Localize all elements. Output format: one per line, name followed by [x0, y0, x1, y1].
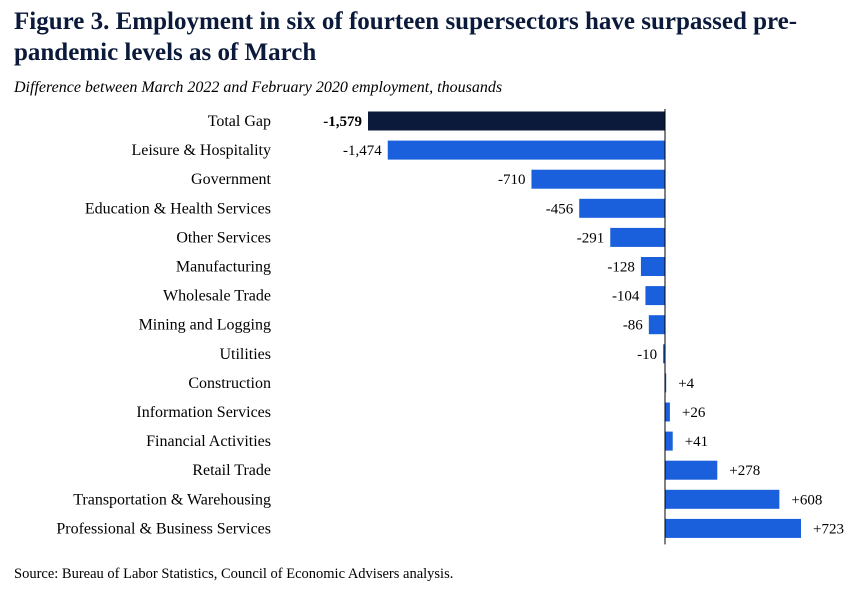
data-label: +41	[685, 434, 708, 450]
bar	[610, 227, 665, 247]
category-label: Utilities	[219, 346, 271, 363]
category-label: Education & Health Services	[85, 200, 271, 217]
category-label: Wholesale Trade	[163, 288, 271, 305]
data-label: +4	[678, 376, 694, 392]
category-label: Financial Activities	[146, 433, 271, 450]
data-label: +723	[813, 521, 844, 537]
data-label: +608	[791, 492, 822, 508]
bar	[665, 460, 718, 480]
data-label: -1,474	[343, 143, 382, 159]
category-label: Total Gap	[208, 113, 271, 130]
bar	[663, 344, 665, 364]
bar	[648, 315, 665, 335]
category-label: Professional & Business Services	[56, 520, 271, 537]
source-note: Source: Bureau of Labor Statistics, Coun…	[14, 566, 454, 582]
chart-title: Figure 3. Employment in six of fourteen …	[14, 8, 798, 66]
chart-subtitle: Difference between March 2022 and Februa…	[14, 79, 503, 96]
category-label: Manufacturing	[176, 259, 271, 276]
bar	[665, 373, 667, 393]
category-label: Other Services	[176, 229, 271, 246]
bar	[387, 140, 665, 160]
bar	[665, 431, 673, 451]
bar	[665, 489, 780, 509]
bar	[665, 402, 670, 422]
category-label: Information Services	[136, 404, 271, 421]
bar	[368, 111, 665, 131]
data-label: -86	[623, 318, 643, 334]
data-label: -104	[612, 289, 640, 305]
category-label: Transportation & Warehousing	[73, 491, 271, 508]
data-label: -10	[637, 347, 657, 363]
data-label: -1,579	[323, 114, 362, 130]
category-label: Mining and Logging	[139, 317, 271, 334]
data-label: -710	[498, 172, 526, 188]
bar	[640, 257, 665, 276]
data-label: +278	[729, 463, 760, 479]
category-label: Construction	[188, 375, 271, 392]
category-label: Retail Trade	[192, 462, 271, 479]
bar	[665, 518, 801, 538]
data-label: -128	[607, 260, 635, 276]
data-label: -291	[577, 230, 605, 246]
data-label: -456	[546, 201, 574, 217]
bar	[579, 198, 665, 218]
category-label: Leisure & Hospitality	[131, 142, 271, 159]
bar	[645, 286, 665, 306]
category-label: Government	[191, 171, 272, 188]
data-label: +26	[682, 405, 706, 421]
bar	[531, 169, 665, 189]
